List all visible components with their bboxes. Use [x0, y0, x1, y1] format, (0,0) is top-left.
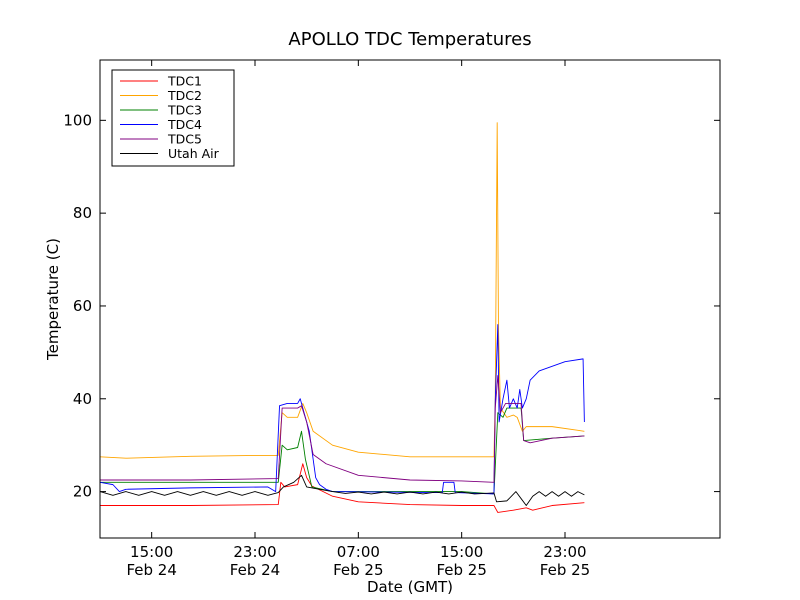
legend-label: Utah Air — [168, 146, 220, 161]
x-tick-date-label: Feb 25 — [333, 561, 383, 579]
legend-label: TDC3 — [167, 103, 202, 118]
x-tick-date-label: Feb 25 — [540, 561, 590, 579]
series-layer — [100, 122, 585, 513]
series-line-utah-air — [100, 474, 585, 506]
legend-label: TDC1 — [167, 74, 202, 89]
x-tick-time-label: 07:00 — [337, 543, 380, 561]
x-tick-date-label: Feb 25 — [436, 561, 486, 579]
y-tick-label: 80 — [73, 204, 92, 222]
y-axis-label: Temperature (C) — [44, 238, 62, 361]
y-tick-label: 20 — [73, 483, 92, 501]
y-axis: 20 40 60 80 100 — [63, 111, 720, 501]
chart-title: APOLLO TDC Temperatures — [288, 29, 531, 50]
y-tick-label: 40 — [73, 390, 92, 408]
legend-label: TDC4 — [167, 117, 202, 132]
series-line-tdc4 — [100, 324, 585, 495]
y-tick-label: 100 — [63, 111, 92, 129]
series-line-tdc1 — [100, 463, 585, 513]
x-tick-date-label: Feb 24 — [126, 561, 176, 579]
x-tick-time-label: 15:00 — [130, 543, 173, 561]
series-line-tdc2 — [100, 122, 585, 459]
x-tick-date-label: Feb 24 — [230, 561, 280, 579]
legend-box — [111, 69, 235, 167]
legend-label: TDC5 — [167, 132, 202, 147]
x-axis-label: Date (GMT) — [367, 578, 453, 596]
x-tick-time-label: 23:00 — [233, 543, 276, 561]
plot-frame — [99, 59, 721, 539]
y-tick-label: 60 — [73, 297, 92, 315]
x-tick-time-label: 23:00 — [543, 543, 586, 561]
legend-label: TDC2 — [167, 88, 202, 103]
series-line-tdc5 — [100, 375, 585, 483]
x-tick-time-label: 15:00 — [440, 543, 483, 561]
